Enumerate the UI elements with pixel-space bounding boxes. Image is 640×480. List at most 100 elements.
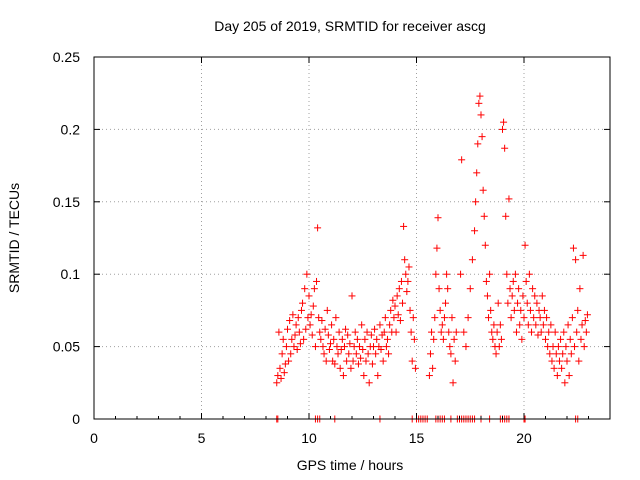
data-point [578, 321, 586, 329]
data-point [387, 306, 395, 314]
data-point [289, 311, 297, 319]
data-point [354, 360, 362, 368]
data-point [344, 331, 352, 339]
x-tick-label: 5 [198, 430, 206, 446]
data-point [385, 350, 393, 358]
data-point [339, 372, 347, 380]
data-point [284, 325, 291, 333]
data-point [581, 317, 589, 325]
data-point [477, 111, 485, 119]
y-axis-label: SRMTID / TECUs [6, 183, 22, 293]
x-tick-label: 15 [409, 430, 425, 446]
data-point [571, 343, 579, 351]
data-point [433, 244, 441, 252]
data-point [475, 99, 483, 107]
data-point [273, 379, 281, 387]
data-point [332, 314, 340, 322]
data-point [295, 328, 303, 336]
data-point [431, 314, 439, 322]
data-point [493, 328, 501, 336]
data-point [394, 311, 402, 319]
data-point [448, 314, 456, 322]
data-point [458, 156, 466, 164]
data-point [410, 335, 418, 343]
data-point [519, 292, 527, 300]
data-point [305, 292, 313, 300]
data-point [440, 314, 448, 322]
data-point [451, 357, 459, 365]
y-tick-label: 0.25 [53, 49, 80, 65]
data-point [583, 311, 591, 319]
y-tick-label: 0.2 [61, 121, 81, 137]
data-point [444, 285, 452, 293]
data-point [516, 321, 524, 329]
data-point [392, 328, 400, 336]
data-point [315, 314, 323, 322]
data-point [379, 357, 387, 365]
data-point [526, 306, 534, 314]
data-point [353, 335, 361, 343]
data-point [383, 335, 391, 343]
data-point [371, 325, 379, 333]
data-point [543, 314, 551, 322]
data-point [533, 299, 541, 307]
data-point [346, 340, 354, 348]
data-point [580, 343, 588, 351]
data-point [520, 314, 528, 322]
data-point [347, 364, 355, 372]
data-point [481, 241, 489, 249]
data-point [275, 328, 283, 336]
data-point [503, 270, 511, 278]
data-point [430, 335, 438, 343]
data-point [335, 328, 343, 336]
data-point [523, 299, 531, 307]
data-point [348, 292, 356, 300]
data-point [282, 343, 290, 351]
data-point [274, 372, 282, 380]
plot-frame [93, 56, 611, 420]
data-point [318, 317, 326, 325]
data-point [409, 314, 417, 322]
data-point [568, 314, 576, 322]
data-point [293, 345, 301, 353]
x-tick-label: 10 [301, 430, 317, 446]
data-point [558, 364, 566, 372]
data-point [560, 328, 568, 336]
data-point [297, 306, 305, 314]
data-point [566, 335, 574, 343]
data-point [317, 335, 325, 343]
data-point [360, 372, 368, 380]
data-point [505, 195, 513, 203]
data-point [517, 306, 525, 314]
data-point [367, 331, 375, 339]
data-point [316, 328, 324, 336]
data-point [352, 350, 360, 358]
data-point [395, 285, 403, 293]
data-point [281, 360, 289, 368]
data-point [302, 325, 310, 333]
data-point [524, 321, 532, 329]
data-point [337, 345, 345, 353]
data-point [389, 296, 397, 304]
data-point [501, 144, 509, 152]
data-point [525, 270, 533, 278]
data-point [468, 256, 476, 264]
data-point [495, 343, 503, 351]
data-point [553, 372, 561, 380]
data-point [489, 335, 497, 343]
data-point [428, 328, 436, 336]
data-point [508, 292, 516, 300]
y-tick-label: 0.1 [61, 266, 81, 282]
data-point [473, 169, 481, 177]
data-point [434, 214, 442, 222]
data-point [381, 314, 389, 322]
data-point [306, 321, 314, 329]
data-point [307, 311, 315, 319]
data-point [576, 285, 584, 293]
data-point [466, 285, 474, 293]
data-point [486, 270, 494, 278]
data-point [564, 321, 572, 329]
data-point [539, 321, 547, 329]
data-point [577, 335, 585, 343]
data-point [485, 314, 493, 322]
